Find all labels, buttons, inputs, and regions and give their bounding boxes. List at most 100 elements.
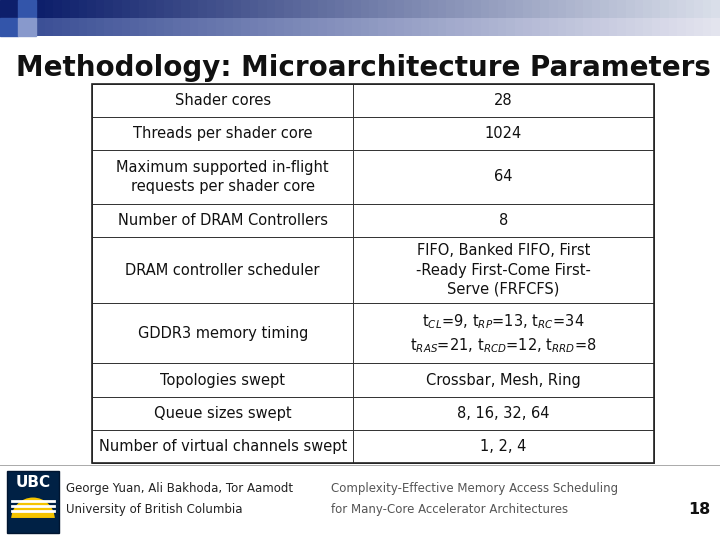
Text: 8: 8 [499, 213, 508, 228]
Bar [92, 117, 654, 150]
Text: 64: 64 [495, 170, 513, 185]
Bar [45, 18, 54, 36]
Bar [292, 0, 302, 18]
Bar [199, 0, 208, 18]
Bar [626, 0, 636, 18]
Bar [250, 0, 259, 18]
Bar [523, 18, 533, 36]
Bar [310, 18, 319, 36]
Bar [369, 0, 379, 18]
Bar [481, 18, 490, 36]
Bar [566, 18, 576, 36]
Text: 1, 2, 4: 1, 2, 4 [480, 439, 527, 454]
Text: 8, 16, 32, 64: 8, 16, 32, 64 [457, 406, 550, 421]
Bar [523, 0, 533, 18]
Bar [352, 18, 362, 36]
Bar [412, 0, 422, 18]
Bar [481, 0, 490, 18]
Bar [685, 0, 696, 18]
Bar [275, 18, 285, 36]
Bar [515, 0, 524, 18]
Bar [618, 18, 627, 36]
Text: t$_{CL}$=9, t$_{RP}$=13, t$_{RC}$=34
t$_{RAS}$=21, t$_{RCD}$=12, t$_{RRD}$=8: t$_{CL}$=9, t$_{RP}$=13, t$_{RC}$=34 t$_… [410, 312, 597, 355]
Bar [292, 18, 302, 36]
Text: GDDR3 memory timing: GDDR3 memory timing [138, 326, 308, 341]
Bar [318, 18, 328, 36]
Bar [173, 0, 182, 18]
Text: Complexity-Effective Memory Access Scheduling: Complexity-Effective Memory Access Sched… [331, 482, 618, 495]
Bar [344, 0, 354, 18]
Bar [455, 0, 464, 18]
Bar [446, 18, 456, 36]
Bar [327, 18, 336, 36]
Bar [62, 0, 71, 18]
Bar [557, 18, 567, 36]
Bar [130, 0, 140, 18]
Bar [36, 0, 45, 18]
Bar [541, 18, 550, 36]
Bar [190, 0, 199, 18]
Text: 1024: 1024 [485, 126, 522, 141]
Bar [241, 18, 251, 36]
Bar [404, 18, 413, 36]
Text: Shader cores: Shader cores [175, 93, 271, 108]
Bar [352, 0, 362, 18]
Bar [438, 18, 447, 36]
Bar [104, 0, 114, 18]
Text: Threads per shader core: Threads per shader core [133, 126, 312, 141]
Bar [92, 237, 654, 303]
Bar [378, 0, 387, 18]
Bar [92, 150, 654, 204]
Text: DRAM controller scheduler: DRAM controller scheduler [125, 262, 320, 278]
Bar [498, 0, 508, 18]
Bar [429, 18, 439, 36]
Bar [387, 18, 396, 36]
Bar [446, 0, 456, 18]
Bar [224, 18, 234, 36]
Bar [156, 0, 166, 18]
Bar [694, 0, 704, 18]
Text: FIFO, Banked FIFO, First
-Ready First-Come First-
Serve (FRFCFS): FIFO, Banked FIFO, First -Ready First-Co… [416, 244, 591, 297]
Text: George Yuan, Ali Bakhoda, Tor Aamodt: George Yuan, Ali Bakhoda, Tor Aamodt [66, 482, 293, 495]
Bar [173, 18, 182, 36]
Text: University of British Columbia: University of British Columbia [66, 503, 243, 516]
Bar [626, 18, 636, 36]
Bar [660, 0, 670, 18]
FancyBboxPatch shape [7, 471, 59, 533]
Bar [241, 0, 251, 18]
Text: Queue sizes swept: Queue sizes swept [154, 406, 292, 421]
Bar [92, 363, 654, 397]
Bar [678, 0, 687, 18]
Text: Methodology: Microarchitecture Parameters: Methodology: Microarchitecture Parameter… [16, 54, 711, 82]
Bar [652, 0, 661, 18]
Bar [489, 0, 499, 18]
Bar [147, 18, 157, 36]
Bar [592, 18, 601, 36]
Bar [138, 0, 148, 18]
Bar [532, 18, 541, 36]
Bar [122, 0, 131, 18]
Bar [92, 84, 654, 463]
Bar [378, 18, 387, 36]
Bar [258, 18, 268, 36]
Bar [566, 0, 576, 18]
Bar [532, 0, 541, 18]
Bar [164, 18, 174, 36]
Bar [71, 0, 80, 18]
Bar [583, 0, 593, 18]
Text: Crossbar, Mesh, Ring: Crossbar, Mesh, Ring [426, 373, 581, 388]
Bar [395, 0, 405, 18]
Bar [250, 18, 259, 36]
Text: Number of DRAM Controllers: Number of DRAM Controllers [118, 213, 328, 228]
Bar [404, 0, 413, 18]
Bar [600, 18, 610, 36]
Bar [0, 18, 18, 36]
Bar [694, 18, 704, 36]
Bar [92, 397, 654, 430]
Bar [711, 0, 720, 18]
Text: Maximum supported in-flight
requests per shader core: Maximum supported in-flight requests per… [117, 160, 329, 194]
Bar [267, 18, 276, 36]
Bar [122, 18, 131, 36]
Bar [361, 18, 371, 36]
Text: for Many-Core Accelerator Architectures: for Many-Core Accelerator Architectures [331, 503, 568, 516]
